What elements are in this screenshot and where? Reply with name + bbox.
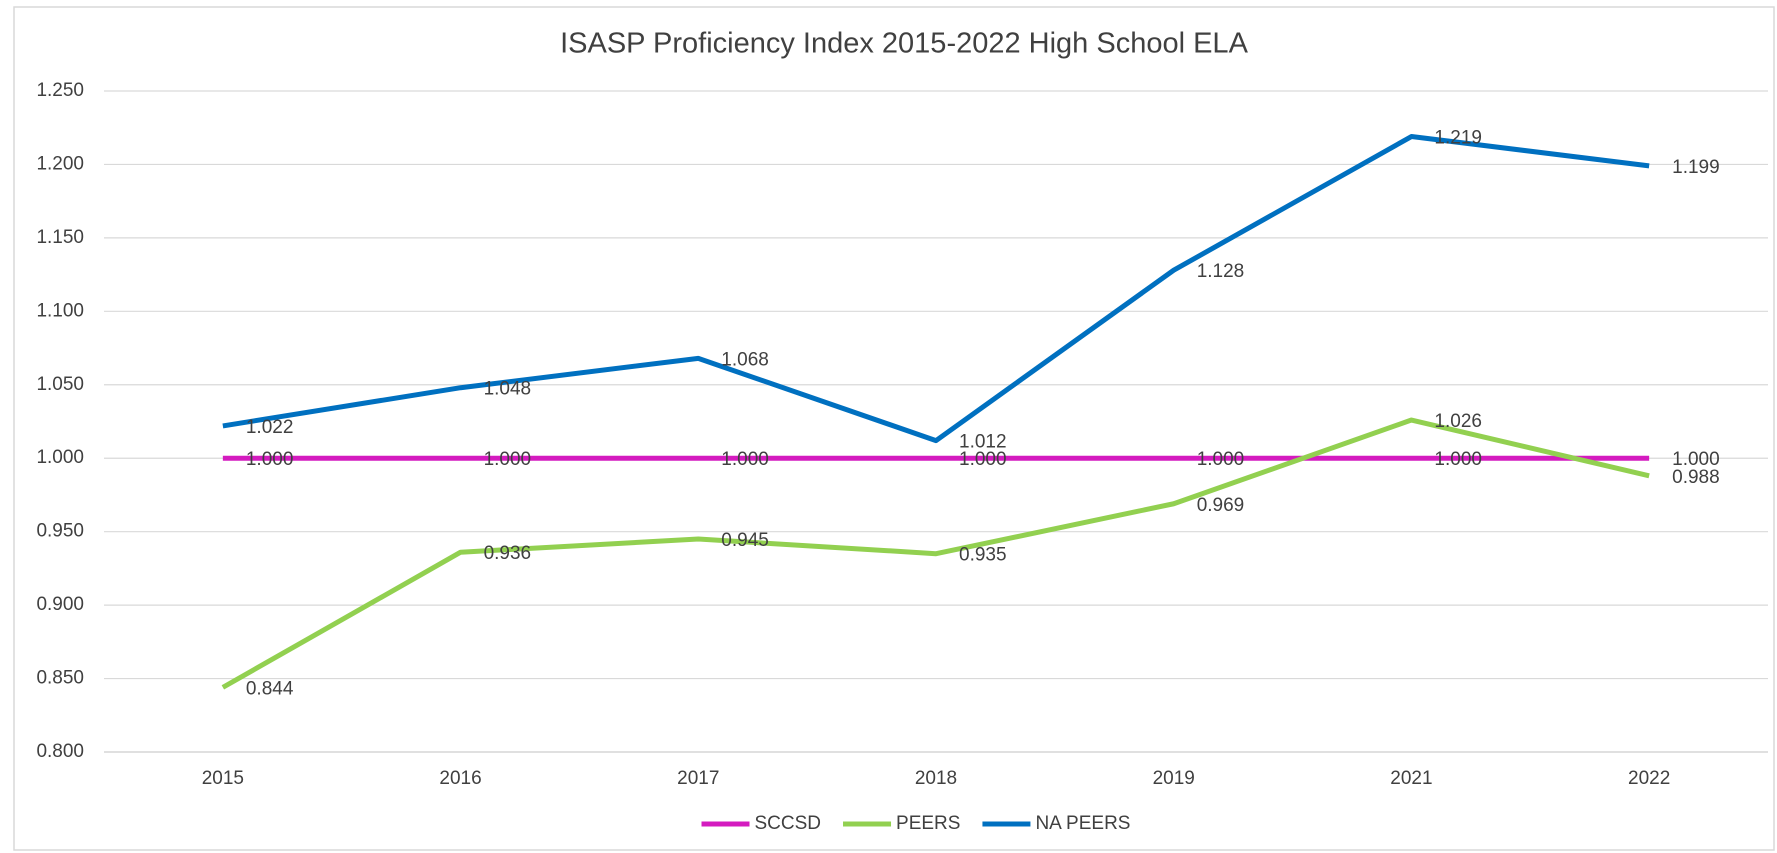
y-tick-label: 1.250	[36, 80, 84, 101]
data-label: 1.219	[1434, 128, 1482, 149]
data-label: 1.000	[1197, 449, 1245, 470]
data-label: 1.012	[959, 432, 1007, 453]
y-tick-label: 0.950	[36, 521, 84, 542]
series-line	[222, 134, 1650, 444]
y-tick-label: 0.850	[36, 668, 84, 689]
data-label: 1.128	[1197, 261, 1245, 282]
data-label: 1.000	[1434, 449, 1482, 470]
y-tick-label: 1.100	[36, 300, 84, 321]
data-label: 1.068	[721, 349, 769, 370]
legend-label: PEERS	[896, 813, 960, 834]
x-tick-label: 2021	[1390, 768, 1432, 789]
data-label: 1.000	[1672, 449, 1720, 470]
x-tick-label: 2017	[677, 768, 719, 789]
x-tick-label: 2018	[915, 768, 957, 789]
data-label: 0.969	[1197, 495, 1245, 516]
data-label: 1.000	[959, 449, 1007, 470]
y-tick-label: 1.000	[36, 447, 84, 468]
y-tick-label: 0.800	[36, 741, 84, 762]
data-label: 0.844	[246, 678, 294, 699]
data-label: 0.936	[484, 543, 532, 564]
x-tick-label: 2019	[1153, 768, 1195, 789]
data-label: 1.022	[246, 417, 294, 438]
x-tick-label: 2022	[1628, 768, 1670, 789]
chart-title: ISASP Proficiency Index 2015-2022 High S…	[560, 28, 1248, 60]
y-tick-label: 0.900	[36, 594, 84, 615]
y-tick-label: 1.200	[36, 153, 84, 174]
data-label: 1.026	[1434, 411, 1482, 432]
legend-label: NA PEERS	[1035, 813, 1130, 834]
x-tick-label: 2015	[202, 768, 244, 789]
x-tick-label: 2016	[439, 768, 481, 789]
data-label: 1.000	[246, 449, 294, 470]
data-label: 1.000	[484, 449, 532, 470]
y-tick-label: 1.150	[36, 227, 84, 248]
data-label: 0.945	[721, 530, 769, 551]
data-label: 1.199	[1672, 157, 1720, 178]
legend-label: SCCSD	[755, 813, 822, 834]
data-label: 1.000	[721, 449, 769, 470]
data-label: 1.048	[484, 379, 532, 400]
data-label: 0.935	[959, 545, 1007, 566]
data-label: 0.988	[1672, 467, 1720, 488]
series-line	[221, 417, 1650, 690]
y-tick-label: 1.050	[36, 374, 84, 395]
